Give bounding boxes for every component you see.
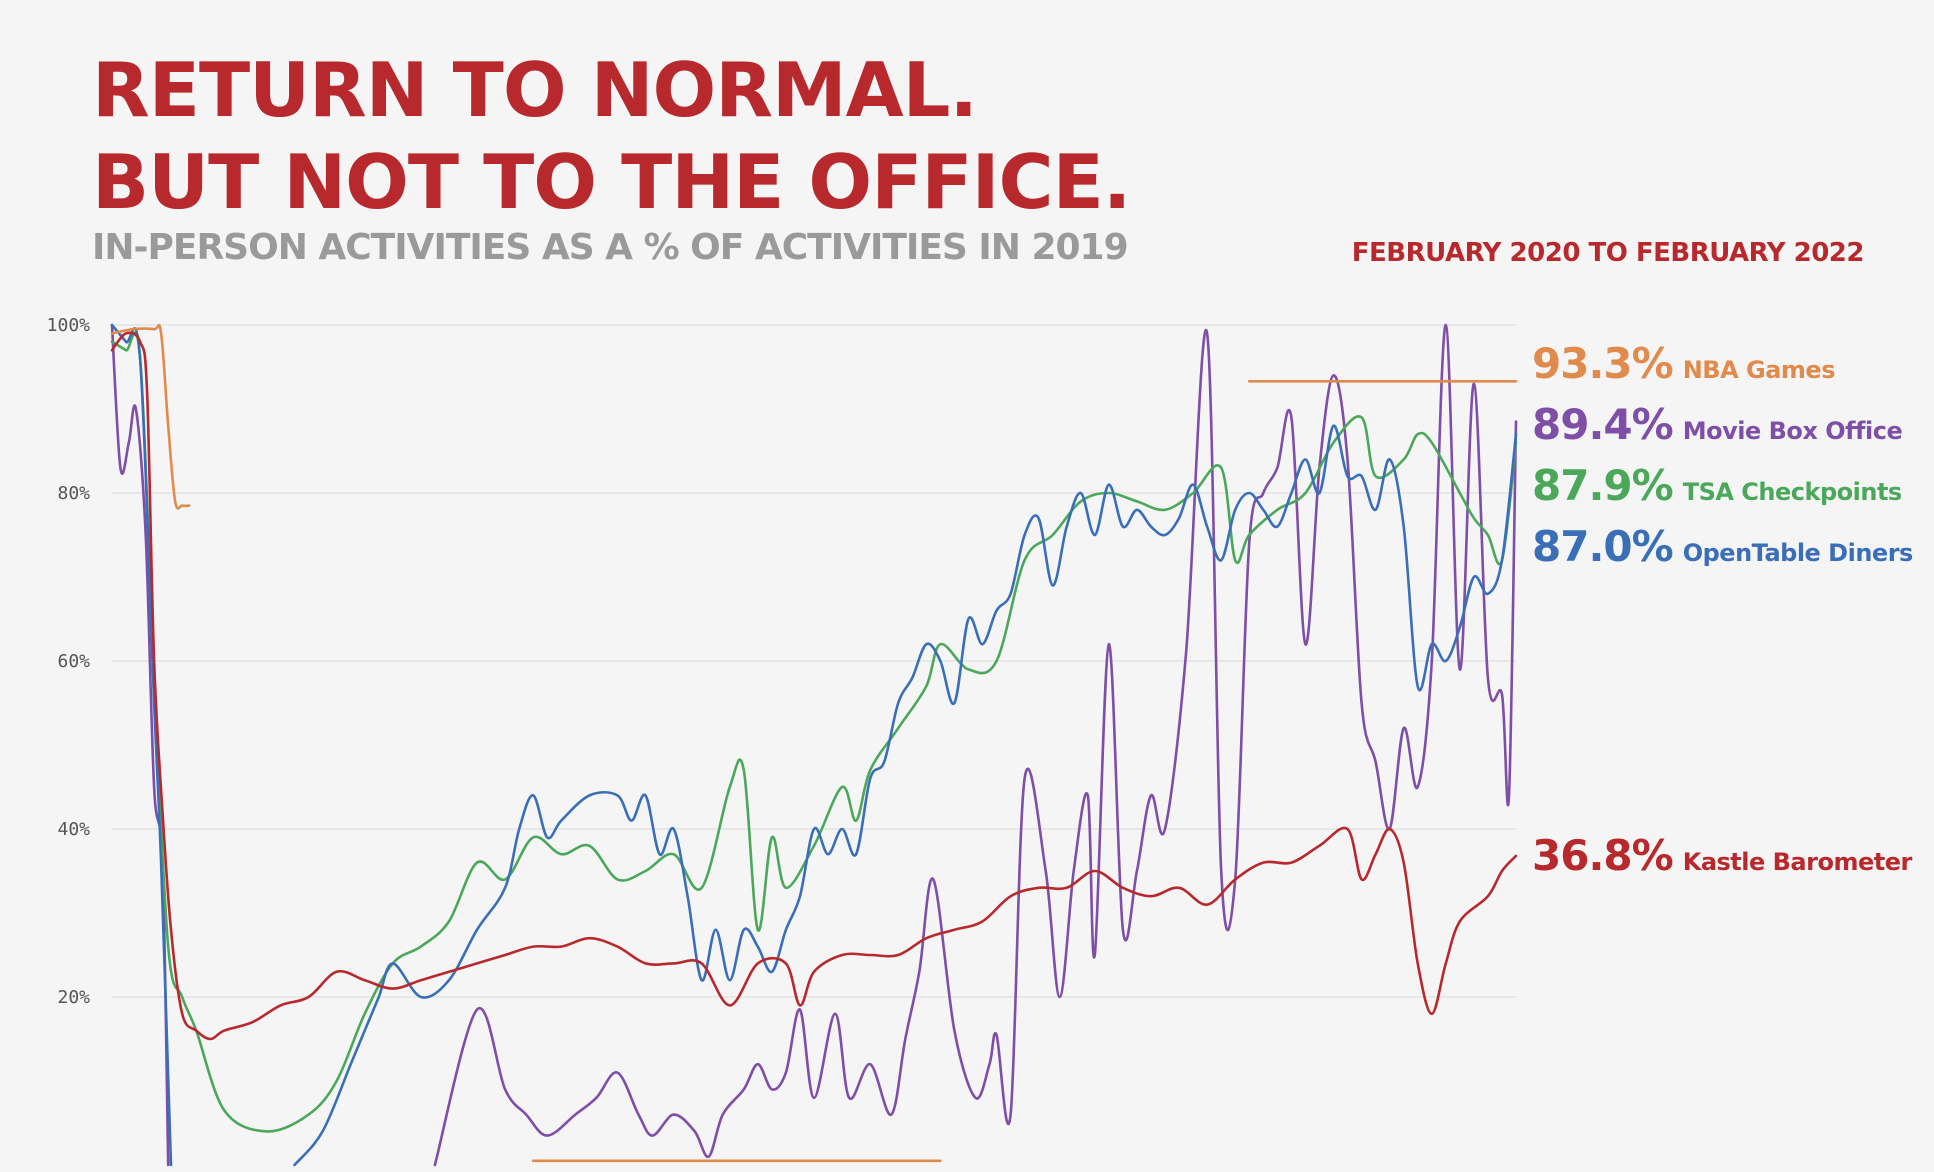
y-tick-label: 100% xyxy=(47,315,91,336)
series-final-value: 36.8% xyxy=(1532,831,1673,880)
chart-grid xyxy=(112,324,1516,998)
series-final-value: 87.0% xyxy=(1532,522,1673,571)
y-axis: 20% 40% 60% 80% 100% xyxy=(47,315,91,1008)
y-tick-label: 20% xyxy=(57,987,90,1008)
series-line-tsa-checkpoints xyxy=(110,331,1518,1133)
series-label-tsa-checkpoints: 87.9% TSA Checkpoints xyxy=(1532,461,1902,510)
series-name: OpenTable Diners xyxy=(1683,539,1913,567)
series-name: TSA Checkpoints xyxy=(1683,478,1902,506)
series-line-nba-games-1 xyxy=(110,323,191,510)
series-line-opentable-diners-2 xyxy=(293,424,1518,1167)
series-line-movie-box-office-2 xyxy=(433,323,1518,1167)
series-line-opentable-diners-1 xyxy=(110,323,173,1167)
series-name: NBA Games xyxy=(1683,356,1835,384)
y-tick-label: 60% xyxy=(57,651,90,672)
series-label-nba-games: 93.3% NBA Games xyxy=(1532,339,1835,388)
series-line-movie-box-office-1 xyxy=(110,323,170,1167)
series-final-value: 87.9% xyxy=(1532,461,1673,510)
title-line-1: RETURN TO NORMAL. xyxy=(92,46,978,134)
chart-title: RETURN TO NORMAL. BUT NOT TO THE OFFICE. xyxy=(92,44,1131,228)
series-label-kastle-barometer: 36.8% Kastle Barometer xyxy=(1532,831,1912,880)
series-label-movie-box-office: 89.4% Movie Box Office xyxy=(1532,400,1902,449)
chart-series xyxy=(110,323,1518,1167)
series-labels: 93.3% NBA Games 89.4% Movie Box Office 87.9%… xyxy=(1532,339,1914,880)
series-final-value: 93.3% xyxy=(1532,339,1673,388)
series-name: Kastle Barometer xyxy=(1683,848,1913,876)
date-range-label: FEBRUARY 2020 TO FEBRUARY 2022 xyxy=(1351,238,1865,268)
series-line-kastle-barometer xyxy=(110,331,1518,1041)
series-name: Movie Box Office xyxy=(1683,417,1903,445)
title-line-2: BUT NOT TO THE OFFICE. xyxy=(92,138,1131,226)
series-label-opentable-diners: 87.0% OpenTable Diners xyxy=(1532,522,1913,571)
y-tick-label: 80% xyxy=(57,483,90,504)
series-final-value: 89.4% xyxy=(1532,400,1673,449)
chart-subtitle: IN-PERSON ACTIVITIES AS A % OF ACTIVITIE… xyxy=(92,227,1129,268)
y-tick-label: 40% xyxy=(57,819,90,840)
